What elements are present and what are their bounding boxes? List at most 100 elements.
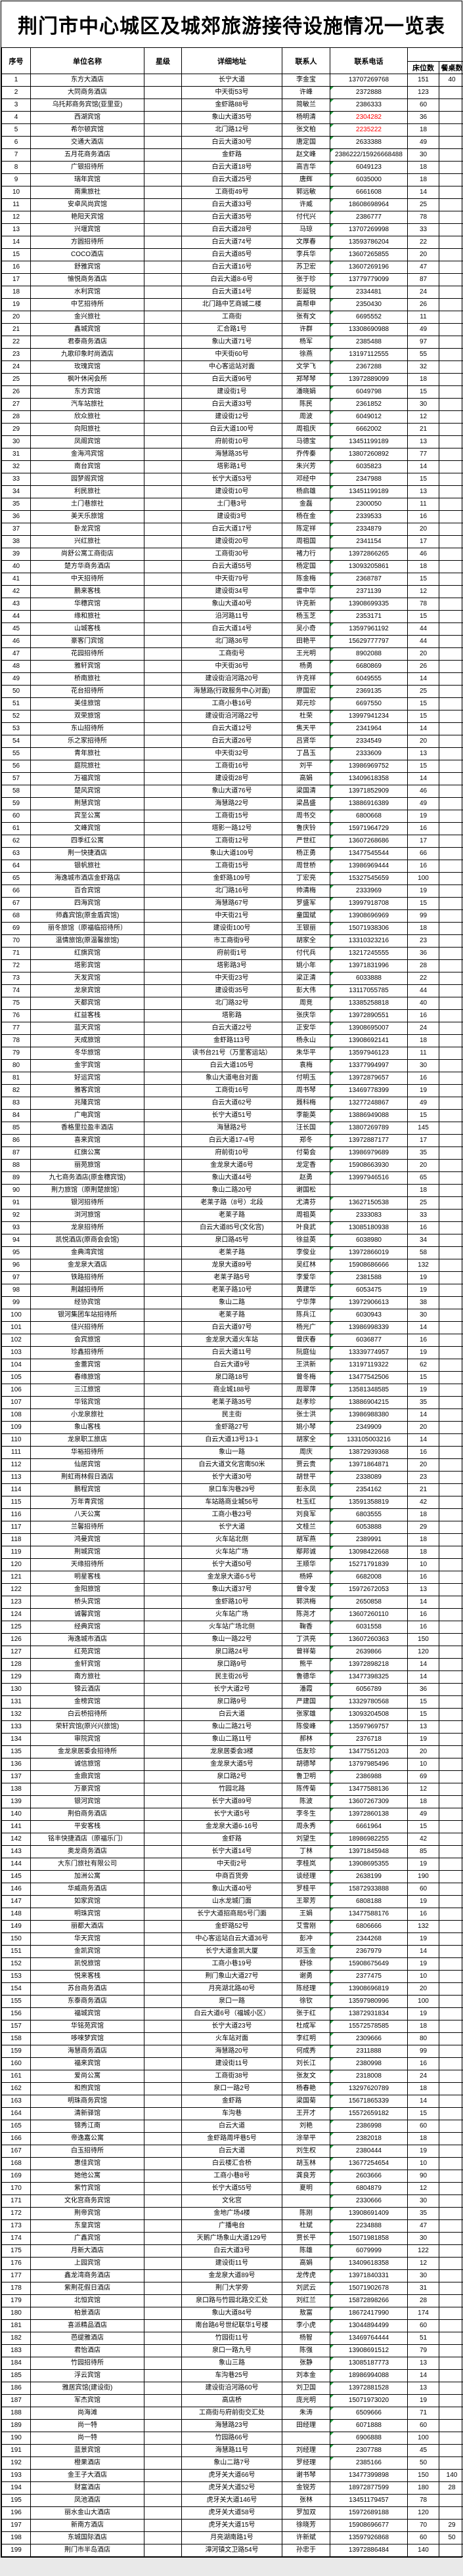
table-row: 55 青年旅社 中天街32号 丁昌玉 2333609 13 — [1, 747, 463, 760]
cell-seats — [439, 2095, 463, 2108]
cell-phone: 13972881528 — [330, 2382, 408, 2395]
cell-seq: 199 — [1, 2544, 31, 2557]
cell-unit-name: 雅居宾馆(建设街) — [30, 2382, 144, 2395]
cell-beds: 140 — [407, 2544, 439, 2557]
cell-phone: 13807260892 — [330, 448, 408, 461]
table-row: 5 希尔顿宾馆 北门路12号 张文柏 2235222 18 — [1, 123, 463, 137]
cell-unit-name: 龙泉职工旅店 — [30, 1433, 144, 1447]
cell-phone: 13093204508 — [330, 1708, 408, 1721]
phone-text: 13477398325 — [348, 1672, 389, 1680]
cell-star — [144, 311, 182, 324]
phone-text: 13627150538 — [348, 1198, 389, 1206]
cell-star — [144, 523, 182, 536]
cell-error-marker-icon — [330, 1122, 334, 1125]
cell-beds: 28 — [407, 959, 439, 972]
cell-beds: 13 — [407, 2382, 439, 2395]
cell-phone: 133105003216 — [330, 1433, 408, 1447]
cell-phone: 15972672053 — [330, 1583, 408, 1596]
table-row: 153 悦来客栈 荆门象山大道27号 谢勇 2377475 10 — [1, 1970, 463, 1983]
cell-star — [144, 972, 182, 985]
phone-text: 13908695355 — [348, 1860, 389, 1867]
cell-address: 白云大道3号 — [181, 2244, 282, 2258]
phone-text: 13972906613 — [348, 1298, 389, 1306]
cell-star — [144, 2020, 182, 2033]
cell-contact: 马德宝 — [282, 435, 330, 448]
cell-contact: 谈经理 — [282, 1870, 330, 1883]
cell-seats — [439, 660, 463, 673]
cell-error-marker-icon — [330, 1609, 334, 1612]
cell-beds: 18 — [407, 2082, 439, 2095]
cell-seq: 22 — [1, 336, 31, 349]
cell-contact: 胡家全 — [282, 1433, 330, 1447]
cell-unit-name: 尚海滩 — [30, 2407, 144, 2420]
cell-contact: 朱涛 — [282, 2407, 330, 2420]
cell-contact: 许新斌 — [282, 2531, 330, 2544]
cell-star — [144, 822, 182, 835]
cell-phone: 6071888 — [330, 2419, 408, 2432]
cell-phone: 6053888 — [330, 1521, 408, 1534]
cell-seats — [439, 922, 463, 935]
cell-beds: 18 — [407, 922, 439, 935]
phone-text: 13117055785 — [349, 986, 389, 994]
cell-seats — [439, 1146, 463, 1160]
table-row: 104 金蕾宾馆 白云大道9号 王洪新 13197119322 62 — [1, 1359, 463, 1372]
table-row: 179 北恒宾馆 泉口路与竹园北路交汇处 刘红兰 15872898266 28 — [1, 2294, 463, 2307]
cell-error-marker-icon — [330, 411, 334, 414]
cell-unit-name: 艳阳天宾馆 — [30, 211, 144, 224]
phone-text: 15972689188 — [348, 2508, 389, 2516]
table-row: 194 财富酒店 虎牙关大道52号 金锐芳 18972877599 180 28 — [1, 2481, 463, 2495]
cell-phone: 13986969752 — [330, 760, 408, 773]
cell-beds: 20 — [407, 1421, 439, 1434]
cell-star — [144, 2357, 182, 2370]
cell-beds: 24 — [407, 2070, 439, 2083]
cell-contact: 杨玉芝 — [282, 610, 330, 623]
cell-seats: 29 — [439, 2519, 463, 2532]
cell-seq: 195 — [1, 2494, 31, 2507]
cell-address: 中心客运站白云大道36号 — [181, 1932, 282, 1946]
cell-contact: 高娟 — [282, 2257, 330, 2270]
cell-contact: 丁洪亮 — [282, 1633, 330, 1646]
cell-beds: 14 — [407, 460, 439, 473]
cell-beds: 16 — [407, 1221, 439, 1234]
cell-star — [144, 385, 182, 399]
phone-text: 2349909 — [356, 1423, 382, 1431]
cell-address: 象山二路7号 — [181, 2456, 282, 2470]
table-row: 190 尚一特 竹园路66号 6906888 100 — [1, 2432, 463, 2445]
cell-beds: 16 — [407, 510, 439, 523]
cell-phone: 13886949088 — [330, 1109, 408, 1122]
cell-seats — [439, 2219, 463, 2233]
cell-error-marker-icon — [330, 99, 334, 102]
cell-unit-name: 如家宾馆 — [30, 1895, 144, 1908]
cell-phone: 13329780568 — [330, 1695, 408, 1709]
cell-contact: 周波 — [282, 410, 330, 424]
cell-seq: 146 — [1, 1883, 31, 1896]
cell-beds: 77 — [407, 448, 439, 461]
cell-contact: 周永秀 — [282, 1820, 330, 1833]
cell-address: 白云大道文化宫南50米 — [181, 1458, 282, 1472]
cell-phone: 2367288 — [330, 360, 408, 374]
cell-phone: 6031558 — [330, 1621, 408, 1634]
cell-unit-name: 金王子大酒店 — [30, 2469, 144, 2482]
phone-text: 6800668 — [356, 812, 382, 819]
cell-unit-name: 和煦宾馆 — [30, 2082, 144, 2095]
table-row: 146 华威商务酒店 象山大道40号 罗桂平 15872933888 60 — [1, 1883, 463, 1896]
cell-beds: 20 — [407, 1159, 439, 1172]
cell-contact: 张友文 — [282, 2070, 330, 2083]
cell-seq: 131 — [1, 1695, 31, 1709]
cell-phone: 18608698964 — [330, 198, 408, 211]
cell-phone: 13972906613 — [330, 1296, 408, 1309]
cell-contact: 朱华平 — [282, 1047, 330, 1060]
cell-error-marker-icon — [330, 2295, 334, 2298]
cell-unit-name: 荆虹雨林假日酒店 — [30, 1471, 144, 1484]
cell-phone: 2341964 — [330, 722, 408, 735]
cell-seq: 32 — [1, 460, 31, 473]
cell-contact: 许威 — [282, 198, 330, 211]
cell-address: 老莱子路5号 — [181, 1271, 282, 1284]
cell-contact: 赵勇 — [282, 1171, 330, 1185]
cell-seats — [439, 585, 463, 598]
cell-unit-name: 财富酒店 — [30, 2481, 144, 2495]
cell-unit-name: 荆力旅馆（原荆楚旅馆） — [30, 1184, 144, 1197]
cell-seats — [439, 1059, 463, 1072]
table-row: 102 会宾旅馆 金龙泉大道火车站 曾庆春 6036877 16 — [1, 1334, 463, 1347]
cell-beds: 15 — [407, 760, 439, 773]
